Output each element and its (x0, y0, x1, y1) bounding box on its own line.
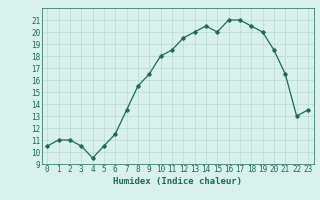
X-axis label: Humidex (Indice chaleur): Humidex (Indice chaleur) (113, 177, 242, 186)
